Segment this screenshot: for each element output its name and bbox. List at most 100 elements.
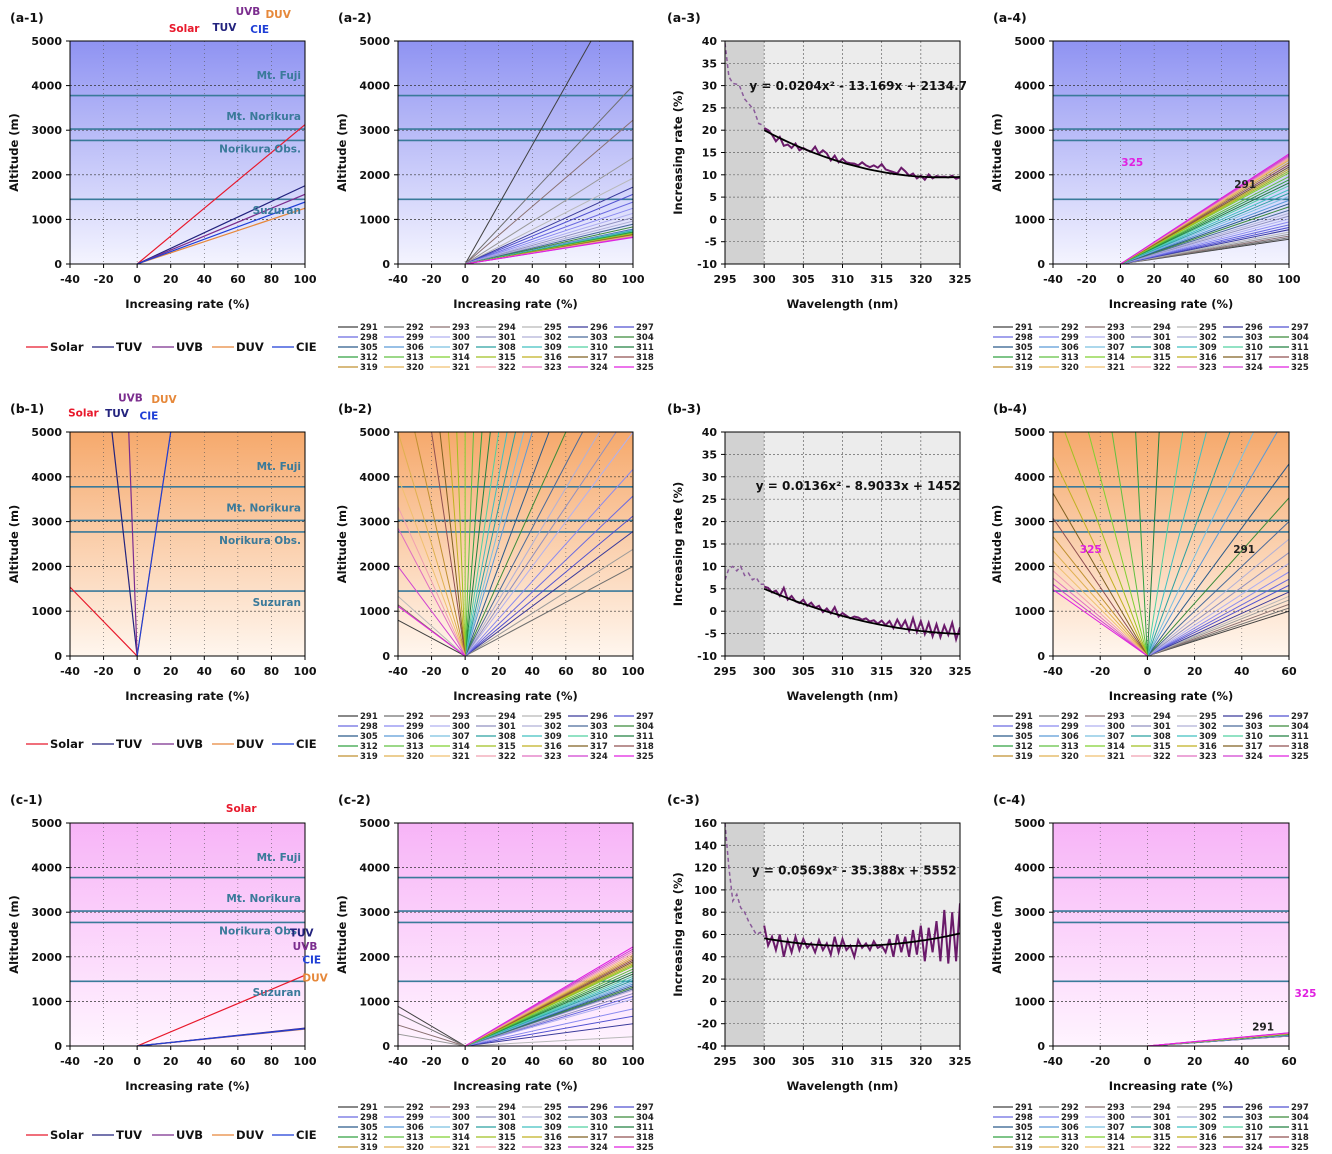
x-tick-label: 300 — [753, 665, 776, 678]
wavelength-line-306 — [1120, 199, 1289, 264]
legend-label: 299 — [1061, 333, 1079, 343]
x-tick-label: 100 — [622, 665, 645, 678]
legend-label: 295 — [544, 712, 562, 722]
wavelength-line-302 — [464, 989, 633, 1046]
legend-label: 291 — [360, 712, 378, 722]
legend-label: 319 — [1015, 752, 1033, 762]
wavelength-line-312 — [1135, 432, 1148, 656]
legend-label: DUV — [236, 737, 264, 751]
x-tick-label: -40 — [1043, 665, 1063, 678]
x-tick-label: -20 — [422, 665, 442, 678]
legend-label: 315 — [1153, 353, 1171, 363]
legend-label: 294 — [1153, 712, 1171, 722]
y-tick-label: 0 — [382, 1040, 390, 1053]
legend-label: 299 — [406, 722, 424, 732]
legend-label: 324 — [1245, 752, 1263, 762]
y-tick-label: 25 — [702, 493, 717, 506]
fit-equation: y = 0.0204x² - 13.169x + 2134.7 — [749, 79, 967, 93]
y-tick-label: 1000 — [1014, 213, 1045, 226]
line-annotation: 325 — [1080, 544, 1102, 556]
legend-label: 303 — [1245, 1113, 1263, 1123]
wavelength-line-292 — [464, 565, 633, 656]
legend-label: 323 — [1199, 1143, 1217, 1153]
x-axis-title: Increasing rate (%) — [1109, 689, 1234, 703]
y-tick-label: 20 — [702, 973, 718, 986]
legend-label: 303 — [590, 1113, 608, 1123]
plot-background — [398, 823, 633, 1046]
wavelength-line-313 — [1111, 432, 1148, 656]
x-tick-label: -20 — [1077, 273, 1097, 286]
wavelength-line-300 — [1120, 218, 1289, 264]
legend-label: 320 — [406, 752, 424, 762]
site-label: Mt. Norikura — [226, 502, 301, 514]
wavelength-line-320 — [464, 956, 633, 1046]
wavelength-line-323 — [398, 526, 466, 656]
wavelength-line-294 — [1147, 599, 1289, 656]
x-tick-label: 325 — [949, 665, 972, 678]
legend-label: 294 — [1153, 323, 1171, 333]
legend-label: 308 — [498, 732, 516, 742]
y-tick-label: 1000 — [359, 995, 390, 1008]
measured-curve-dashed — [725, 823, 765, 938]
wavelength-line-303 — [1120, 209, 1289, 264]
x-tick-label: 60 — [1281, 1055, 1297, 1068]
x-tick-label: 100 — [622, 273, 645, 286]
x-tick-label: 310 — [831, 273, 854, 286]
y-axis-title: Altitude (m) — [335, 895, 349, 974]
wavelength-line-292 — [464, 84, 633, 264]
legend-label: 317 — [590, 1133, 608, 1143]
wavelength-line-315 — [464, 964, 633, 1046]
y-axis-title: Increasing rate (%) — [671, 90, 685, 215]
wavelength-line-301 — [1120, 215, 1289, 264]
series-label: CIE — [139, 410, 158, 422]
x-axis-title: Wavelength (nm) — [787, 297, 899, 311]
plot-frame — [69, 40, 306, 265]
x-tick-label: 295 — [714, 665, 737, 678]
panel-label: (b-3) — [667, 401, 701, 416]
legend-label: 314 — [452, 1133, 470, 1143]
line-annotation: 291 — [1234, 179, 1256, 191]
wavelength-line-299 — [1147, 571, 1289, 656]
panel-b-4: -40 -20 0 20 40 60 0 1000 2000 3000 4000 5000 Increa… — [990, 401, 1309, 762]
legend-label: 324 — [590, 1143, 608, 1153]
y-tick-label: 3000 — [359, 516, 390, 529]
legend-label: 305 — [360, 1123, 378, 1133]
legend-label: UVB — [176, 1128, 203, 1142]
x-tick-label: 315 — [870, 1055, 893, 1068]
legend-label: 314 — [1107, 353, 1125, 363]
y-tick-label: 4000 — [359, 471, 390, 484]
wavelength-line-299 — [464, 207, 633, 264]
x-tick-label: 80 — [264, 1055, 280, 1068]
legend-label: 301 — [498, 1113, 516, 1123]
wavelength-line-316 — [1053, 455, 1148, 656]
legend-label: 322 — [1153, 752, 1171, 762]
x-tick-label: 0 — [1144, 1055, 1152, 1068]
legend-label: 292 — [406, 323, 424, 333]
legend-label: 321 — [452, 752, 470, 762]
panel-c-2: -40 -20 0 20 40 60 80 100010002000300040005000I… — [335, 792, 654, 1153]
legend-label: 311 — [1291, 732, 1309, 742]
legend-label: CIE — [296, 737, 317, 751]
legend-label: 317 — [590, 353, 608, 363]
x-tick-label: 20 — [491, 273, 507, 286]
wavelength-line-324 — [1053, 583, 1148, 656]
y-tick-label: 15 — [702, 538, 717, 551]
legend-label: 316 — [544, 1133, 562, 1143]
x-tick-label: 60 — [230, 1055, 246, 1068]
y-tick-label: 140 — [694, 839, 717, 852]
x-tick-label: 315 — [870, 665, 893, 678]
wavelength-line-304 — [464, 986, 633, 1046]
x-axis-title: Wavelength (nm) — [787, 689, 899, 703]
legend-label: 292 — [1061, 712, 1079, 722]
legend-label: 315 — [498, 1133, 516, 1143]
y-tick-label: 1000 — [359, 605, 390, 618]
series-label: CIE — [250, 24, 269, 36]
legend-label: 311 — [636, 343, 654, 353]
legend-label: 302 — [1199, 1113, 1217, 1123]
x-tick-label: 100 — [1278, 273, 1301, 286]
y-tick-label: 30 — [702, 471, 718, 484]
site-label: Mt. Fuji — [257, 70, 301, 82]
wavelength-line-308 — [1146, 432, 1231, 656]
y-axis-title: Increasing rate (%) — [671, 482, 685, 607]
